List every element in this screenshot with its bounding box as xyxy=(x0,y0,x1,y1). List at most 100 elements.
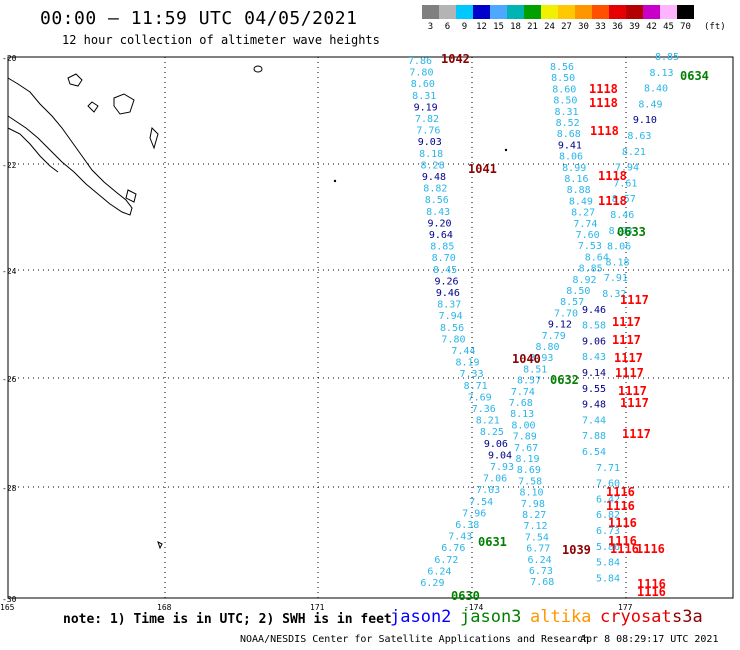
pass-time-label: 1118 xyxy=(598,194,627,208)
wave-height-value: 7.58 xyxy=(518,476,542,487)
wave-height-value: 8.37 xyxy=(437,300,461,311)
legend-swatch xyxy=(422,5,439,19)
wave-height-value: 8.40 xyxy=(644,84,668,95)
island xyxy=(253,65,263,73)
wave-height-value: 5.86 xyxy=(596,542,620,553)
wave-height-value: 8.52 xyxy=(556,118,580,129)
wave-height-value: 8.13 xyxy=(649,68,673,79)
wave-height-value: 9.20 xyxy=(427,218,451,229)
legend-label: 21 xyxy=(527,22,538,32)
wave-height-value: 8.57 xyxy=(517,376,541,387)
wave-height-value: 8.45 xyxy=(433,265,457,276)
wave-height-value: 8.82 xyxy=(423,184,447,195)
wave-height-value: 6.24 xyxy=(427,566,451,577)
wave-height-value: 8.06 xyxy=(559,152,583,163)
wave-height-value: 8.00 xyxy=(511,420,535,431)
wave-height-value: 7.70 xyxy=(554,308,578,319)
pass-time-label: 1118 xyxy=(589,96,618,110)
wave-height-value: 8.28 xyxy=(421,160,445,171)
pass-time-label: 1116 xyxy=(637,577,666,591)
wave-height-value: 7.69 xyxy=(468,392,492,403)
wave-height-value: 8.80 xyxy=(536,342,560,353)
legend-swatch xyxy=(456,5,473,19)
wave-height-value: 7.79 xyxy=(542,331,566,342)
coastline xyxy=(7,127,59,173)
wave-height-value: 8.57 xyxy=(612,194,636,205)
wave-height-value: 8.64 xyxy=(585,252,609,263)
pass-time-label: 1117 xyxy=(612,333,641,347)
wave-height-value: 7.60 xyxy=(596,479,620,490)
wave-height-value: 9.04 xyxy=(488,450,512,461)
wave-height-value: 7.33 xyxy=(460,369,484,380)
pass-time-label: 1116 xyxy=(636,542,665,556)
wave-height-value: 7.76 xyxy=(416,126,440,137)
legend-swatch xyxy=(507,5,524,19)
wave-height-value: 8.50 xyxy=(566,286,590,297)
island xyxy=(113,93,135,115)
wave-height-value: 8.92 xyxy=(572,275,596,286)
wave-height-value: 8.49 xyxy=(569,196,593,207)
pass-time-label: 1118 xyxy=(598,169,627,183)
pass-time-label: 1116 xyxy=(606,485,635,499)
legend-label: 18 xyxy=(510,22,521,32)
wave-height-value: 7.61 xyxy=(613,178,637,189)
wave-height-value: 9.46 xyxy=(436,288,460,299)
wave-height-value: 8.69 xyxy=(517,465,541,476)
wave-height-value: 7.60 xyxy=(576,230,600,241)
wave-height-value: 8.19 xyxy=(455,358,479,369)
wave-height-value: 6.82 xyxy=(596,510,620,521)
pass-time-label: 1118 xyxy=(589,82,618,96)
lat-label: -20 xyxy=(2,54,17,63)
wave-height-value: 8.58 xyxy=(582,321,606,332)
wave-height-value: 8.46 xyxy=(610,210,634,221)
legend-label: 3 xyxy=(427,22,434,32)
wave-height-value: 9.48 xyxy=(582,400,606,411)
wave-height-value: 7.89 xyxy=(513,432,537,443)
island xyxy=(67,73,83,87)
wave-height-value: 9.14 xyxy=(582,368,606,379)
wave-height-value: 7.86 xyxy=(408,56,432,67)
pass-time-label: 1116 xyxy=(606,499,635,513)
wave-height-value: 7.44 xyxy=(451,346,475,357)
wave-height-value: 7.80 xyxy=(441,334,465,345)
wave-height-value: 8.32 xyxy=(602,289,626,300)
legend-swatch xyxy=(626,5,643,19)
legend-swatch xyxy=(473,5,490,19)
wave-height-value: 6.76 xyxy=(441,543,465,554)
map-subtitle: 12 hour collection of altimeter wave hei… xyxy=(62,33,380,47)
wave-height-value: 8.50 xyxy=(551,73,575,84)
wave-height-value: 8.85 xyxy=(430,242,454,253)
wave-height-value: 8.85 xyxy=(655,52,679,63)
island xyxy=(333,179,337,183)
wave-height-value: 8.21 xyxy=(476,416,500,427)
wave-height-value: 6.42 xyxy=(596,494,620,505)
wave-height-value: 6.73 xyxy=(596,526,620,537)
wave-height-value: 8.85 xyxy=(579,264,603,275)
island xyxy=(504,148,508,152)
wave-height-value: 7.71 xyxy=(596,463,620,474)
wave-height-value: 7.80 xyxy=(409,68,433,79)
legend-label: 24 xyxy=(544,22,555,32)
wave-height-value: 7.36 xyxy=(472,404,496,415)
wave-height-value: 6.73 xyxy=(529,566,553,577)
wave-height-value: 8.51 xyxy=(523,364,547,375)
lat-label: -22 xyxy=(2,161,17,170)
wave-height-value: 8.50 xyxy=(553,96,577,107)
coastline xyxy=(7,77,133,216)
wave-height-value: 8.99 xyxy=(562,163,586,174)
legend-label: 36 xyxy=(612,22,623,32)
footnote: note: 1) Time is in UTC; 2) SWH is in fe… xyxy=(63,612,392,627)
pass-time-label: 1116 xyxy=(608,516,637,530)
wave-height-value: 8.70 xyxy=(432,253,456,264)
wave-height-value: 7.44 xyxy=(582,415,606,426)
wave-height-value: 9.03 xyxy=(418,137,442,148)
satellite-label: jason2 xyxy=(390,607,452,627)
legend-label: 15 xyxy=(493,22,504,32)
wave-height-value: 8.57 xyxy=(560,297,584,308)
wave-height-value: 9.48 xyxy=(422,172,446,183)
wave-height-value: 8.13 xyxy=(510,409,534,420)
lat-label: -24 xyxy=(2,267,17,276)
lat-label: -26 xyxy=(2,375,17,384)
legend-swatch xyxy=(541,5,558,19)
legend-unit: (ft) xyxy=(704,22,726,32)
